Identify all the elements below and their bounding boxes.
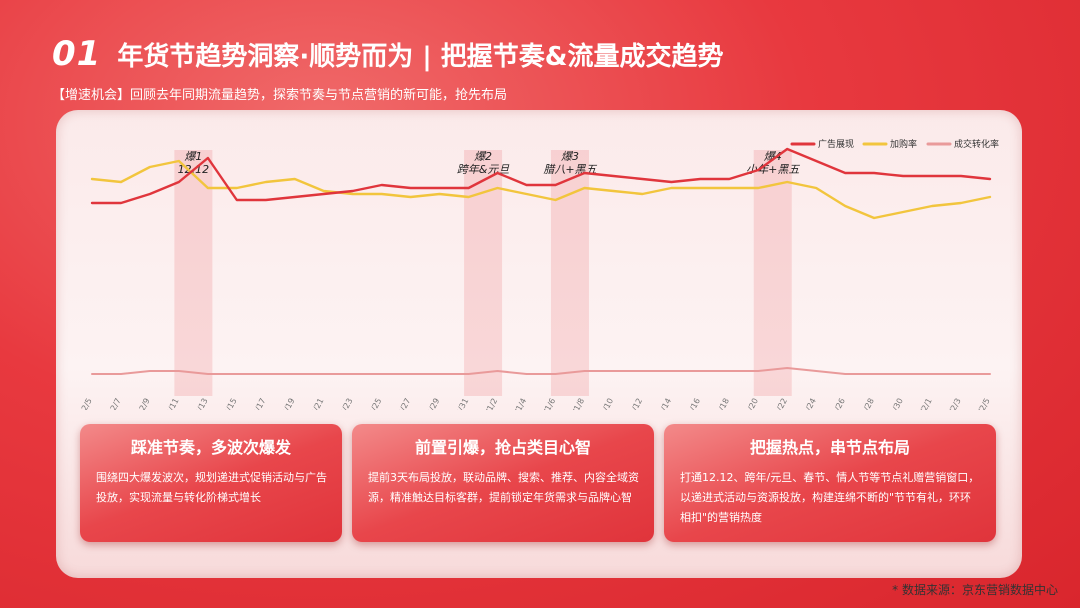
x-tick-label: 2024/12/29 [412, 397, 442, 410]
x-tick-label: 2025/1/14 [646, 397, 673, 410]
x-tick-label: 2024/12/15 [209, 397, 239, 410]
strategy-card-1: 踩准节奏，多波次爆发 围绕四大爆发波次，规划递进式促销活动与广告投放，实现流量与… [80, 424, 342, 542]
highlight-band [464, 150, 503, 396]
highlight-band [550, 150, 589, 396]
trend-line-chart: 爆112.12爆2跨年&元旦爆3腊八+黑五爆4小年+黑五2024/12/5202… [67, 138, 999, 410]
x-tick-label: 2024/12/7 [96, 397, 123, 410]
highlight-band [174, 150, 213, 396]
card-title: 把握热点，串节点布局 [749, 438, 910, 457]
annotation-label: 爆1 [184, 150, 202, 163]
x-tick-label: 2025/2/1 [909, 397, 934, 410]
x-tick-label: 2024/12/9 [124, 397, 151, 410]
x-tick-label: 2024/12/21 [296, 397, 326, 410]
card-body: 打通12.12、跨年/元旦、春节、情人节等节点礼赠营销窗口，以递进式活动与资源投… [680, 471, 980, 524]
x-tick-label: 2024/12/19 [267, 397, 297, 410]
data-source-note: * 数据来源：京东营销数据中心 [892, 583, 1058, 597]
x-tick-label: 2025/1/20 [733, 397, 760, 410]
x-tick-label: 2024/12/31 [441, 397, 471, 410]
card-body: 提前3天布局投放，联动品牌、搜索、推荐、内容全域资源，精准触达目标客群，提前锁定… [368, 471, 639, 504]
x-tick-label: 2025/1/16 [675, 397, 702, 410]
x-tick-label: 2025/1/6 [532, 397, 557, 410]
card-title: 踩准节奏，多波次爆发 [130, 438, 291, 457]
annotation-label: 爆2 [474, 150, 492, 163]
x-tick-label: 2025/1/22 [762, 397, 789, 410]
series-line-1 [90, 147, 992, 205]
x-tick-label: 2025/1/18 [704, 397, 731, 410]
x-tick-label: 2025/1/24 [791, 397, 818, 410]
x-tick-label: 2025/1/30 [878, 397, 905, 410]
highlight-band [753, 150, 792, 396]
card-title: 前置引爆，抢占类目心智 [414, 438, 591, 457]
x-tick-label: 2025/1/10 [588, 397, 615, 410]
x-tick-label: 2025/1/8 [561, 397, 586, 410]
annotation-label: 爆4 [764, 150, 782, 163]
legend-entry: 成交转化率 [954, 138, 999, 150]
strategy-card-3: 把握热点，串节点布局 打通12.12、跨年/元旦、春节、情人节等节点礼赠营销窗口… [664, 424, 996, 542]
x-tick-label: 2025/2/5 [967, 397, 992, 410]
legend-entry: 加购率 [890, 138, 917, 150]
x-tick-label: 2024/12/27 [383, 397, 413, 410]
x-tick-label: 2024/12/25 [354, 397, 384, 410]
x-tick-label: 2025/1/12 [617, 397, 644, 410]
annotation-label: 爆3 [561, 150, 579, 163]
x-tick-label: 2025/2/3 [938, 397, 963, 410]
x-tick-label: 2024/12/5 [67, 397, 94, 410]
page-title: 年货节趋势洞察·顺势而为 | 把握节奏&流量成交趋势 [117, 41, 724, 72]
x-tick-label: 2024/12/13 [180, 397, 210, 410]
x-tick-label: 2025/1/28 [849, 397, 876, 410]
section-number: 01 [52, 34, 102, 74]
legend-entry: 广告展现 [818, 138, 854, 150]
card-body: 围绕四大爆发波次，规划递进式促销活动与广告投放，实现流量与转化阶梯式增长 [96, 471, 327, 504]
annotation-label: 小年+黑五 [746, 163, 800, 176]
series-line-3 [91, 367, 991, 375]
x-tick-label: 2025/1/26 [820, 397, 847, 410]
page-subtitle: 【增速机会】回顾去年同期流量趋势，探索节奏与节点营销的新可能，抢先布局 [52, 88, 508, 103]
page-header: 01 年货节趋势洞察·顺势而为 | 把握节奏&流量成交趋势 [52, 34, 723, 74]
x-tick-label: 2024/12/23 [325, 397, 355, 410]
x-tick-label: 2024/12/11 [151, 397, 181, 410]
x-tick-label: 2024/12/17 [238, 397, 268, 410]
x-tick-label: 2025/1/2 [474, 397, 499, 410]
series-line-2 [90, 159, 992, 220]
x-tick-label: 2025/1/4 [503, 397, 528, 410]
strategy-card-2: 前置引爆，抢占类目心智 提前3天布局投放，联动品牌、搜索、推荐、内容全域资源，精… [352, 424, 654, 542]
